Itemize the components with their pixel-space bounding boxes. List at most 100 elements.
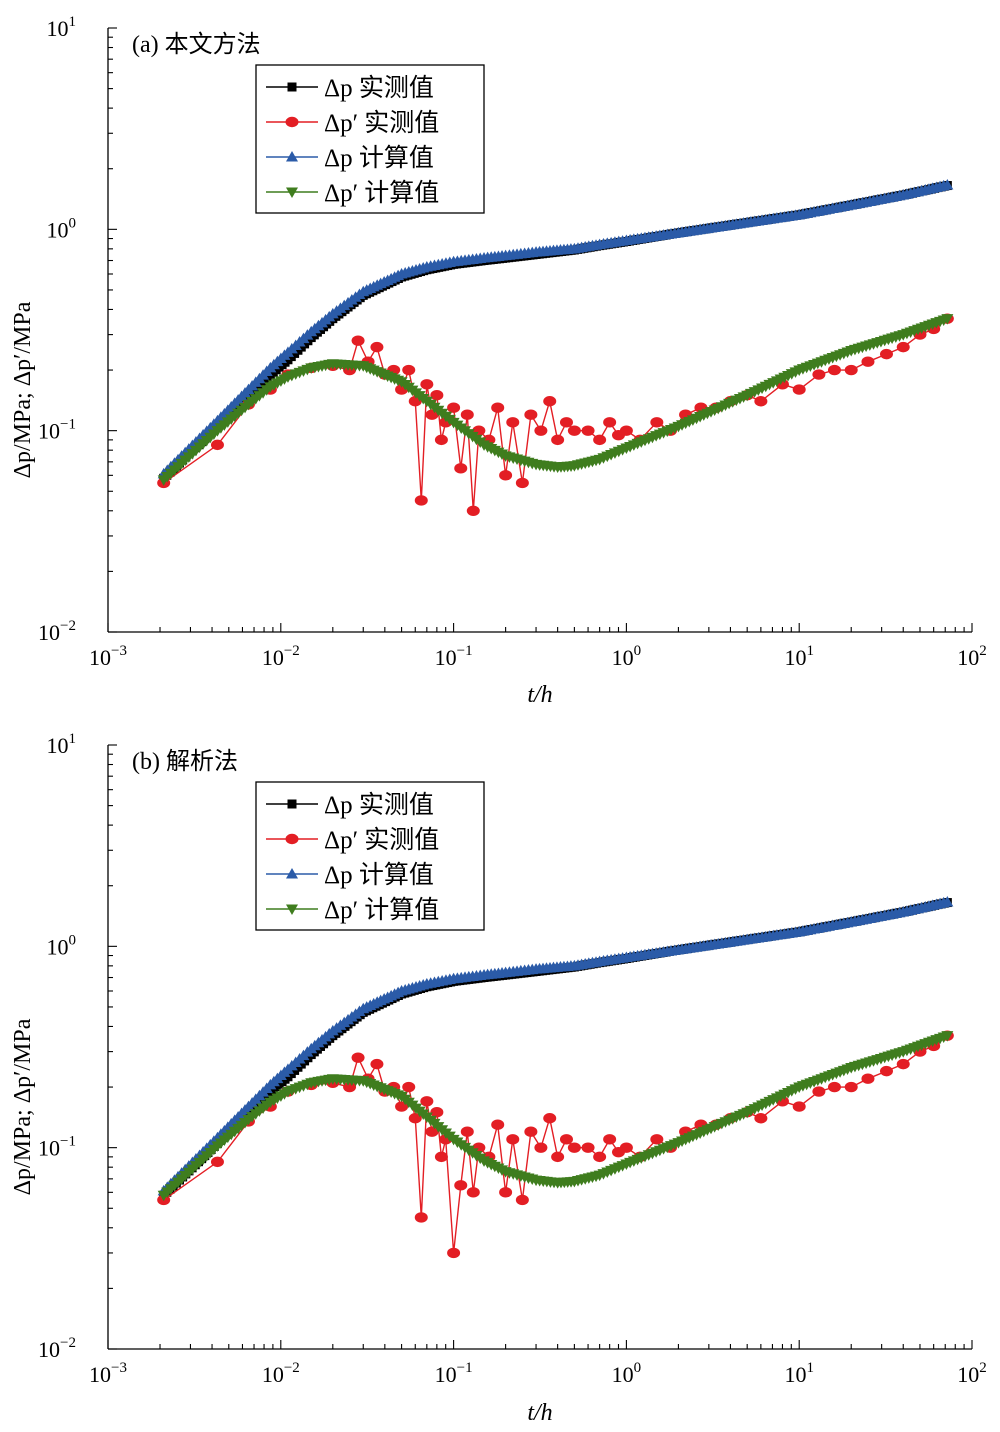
legend-label: Δp 计算值 bbox=[324, 144, 434, 172]
data-point bbox=[491, 1119, 505, 1130]
data-point bbox=[896, 341, 910, 353]
y-tick-label: 10−2 bbox=[38, 618, 76, 645]
data-point bbox=[844, 364, 858, 376]
data-point bbox=[460, 1126, 474, 1137]
x-axis-label: t/h bbox=[527, 1400, 552, 1426]
y-axis-label: Δp/MPa; Δp′/MPa bbox=[10, 1018, 36, 1195]
data-point bbox=[812, 1086, 826, 1097]
data-point bbox=[603, 1134, 617, 1145]
data-point bbox=[543, 1113, 557, 1124]
legend-item: Δp 实测值 bbox=[266, 74, 434, 102]
data-point bbox=[559, 1134, 573, 1145]
data-point bbox=[420, 1096, 434, 1107]
series-line bbox=[163, 318, 948, 511]
data-point bbox=[792, 384, 806, 395]
legend: Δp 实测值 Δp′ 实测值 Δp 计算值 Δp′ 计算值 bbox=[255, 781, 485, 931]
legend-marker bbox=[287, 82, 297, 92]
x-tick-label: 101 bbox=[784, 1360, 814, 1387]
y-tick-label: 101 bbox=[47, 731, 77, 758]
data-point bbox=[754, 1113, 768, 1124]
legend: Δp 实测值 Δp′ 实测值 Δp 计算值 Δp′ 计算值 bbox=[255, 64, 485, 214]
series-line bbox=[163, 901, 948, 1196]
x-tick-label: 10−3 bbox=[89, 643, 127, 670]
data-point bbox=[524, 1126, 538, 1137]
x-tick-label: 100 bbox=[612, 1360, 642, 1387]
data-point bbox=[861, 1073, 875, 1084]
data-point bbox=[466, 505, 480, 516]
data-point bbox=[650, 417, 664, 428]
data-point bbox=[581, 425, 595, 436]
data-point bbox=[460, 409, 474, 420]
data-point bbox=[351, 335, 365, 346]
legend-marker bbox=[286, 187, 298, 198]
data-point bbox=[425, 409, 439, 420]
series-3 bbox=[157, 896, 954, 1196]
panel-b: 10−3 10−2 10−1 100 101 102 10−2 10−1 100 101 t/h Δp… bbox=[10, 731, 987, 1426]
data-point bbox=[941, 896, 954, 907]
y-axis-label: Δp/MPa; Δp′/MPa bbox=[10, 301, 36, 478]
data-point bbox=[827, 364, 841, 376]
y-tick-label: 10−1 bbox=[38, 417, 76, 444]
data-point bbox=[827, 1081, 841, 1093]
legend-marker bbox=[285, 116, 299, 128]
series-4 bbox=[157, 1031, 954, 1202]
data-point bbox=[499, 1187, 513, 1198]
legend-marker bbox=[285, 833, 299, 845]
x-tick-label: 10−2 bbox=[262, 643, 300, 670]
data-point bbox=[414, 495, 428, 506]
y-tick-label: 101 bbox=[47, 14, 77, 41]
data-point bbox=[402, 1081, 416, 1093]
data-point bbox=[812, 369, 826, 380]
data-point bbox=[896, 1058, 910, 1070]
legend-marker bbox=[286, 151, 298, 162]
x-tick-label: 10−3 bbox=[89, 1360, 127, 1387]
series-line bbox=[163, 1035, 948, 1196]
data-point bbox=[420, 379, 434, 390]
data-point bbox=[515, 1194, 529, 1206]
series-2 bbox=[157, 313, 954, 516]
y-tick-label: 10−2 bbox=[38, 1335, 76, 1362]
data-point bbox=[447, 1247, 461, 1259]
data-point bbox=[593, 434, 607, 446]
legend-item: Δp′ 实测值 bbox=[266, 109, 439, 137]
legend-item: Δp 计算值 bbox=[266, 144, 434, 172]
legend-label: Δp 实测值 bbox=[324, 74, 434, 102]
data-point bbox=[619, 1142, 633, 1153]
legend-item: Δp′ 计算值 bbox=[266, 179, 439, 207]
data-point bbox=[343, 1081, 357, 1093]
panel-a: 10−3 10−2 10−1 100 101 102 10−2 10−1 100 101 t/h Δp… bbox=[10, 14, 987, 708]
y-tick-label: 100 bbox=[47, 932, 77, 959]
data-point bbox=[425, 1126, 439, 1137]
data-point bbox=[754, 396, 768, 407]
x-tick-label: 102 bbox=[957, 643, 987, 670]
y-tick-label: 100 bbox=[47, 215, 77, 242]
panel-label: (a) 本文方法 bbox=[132, 31, 261, 58]
x-tick-label: 101 bbox=[784, 643, 814, 670]
legend-marker bbox=[286, 868, 298, 879]
data-point bbox=[844, 1081, 858, 1093]
data-point bbox=[430, 1107, 444, 1118]
legend-label: Δp′ 计算值 bbox=[324, 179, 439, 207]
legend-label: Δp′ 计算值 bbox=[324, 896, 439, 924]
series-4 bbox=[157, 314, 954, 486]
data-point bbox=[593, 1151, 607, 1163]
data-point bbox=[447, 402, 461, 413]
data-point bbox=[603, 417, 617, 428]
legend-label: Δp′ 实测值 bbox=[324, 826, 439, 854]
data-point bbox=[434, 1151, 448, 1163]
series-line bbox=[163, 184, 948, 479]
data-point bbox=[861, 356, 875, 367]
data-point bbox=[543, 396, 557, 407]
data-point bbox=[581, 1142, 595, 1153]
data-point bbox=[524, 409, 538, 420]
x-tick-label: 100 bbox=[612, 643, 642, 670]
legend-item: Δp′ 计算值 bbox=[266, 896, 439, 924]
data-point bbox=[650, 1134, 664, 1145]
series-3 bbox=[157, 179, 954, 479]
panel-label: (b) 解析法 bbox=[132, 748, 238, 775]
data-point bbox=[402, 364, 416, 376]
data-point bbox=[534, 1142, 548, 1153]
legend-marker bbox=[286, 904, 298, 915]
y-tick-label: 10−1 bbox=[38, 1134, 76, 1161]
